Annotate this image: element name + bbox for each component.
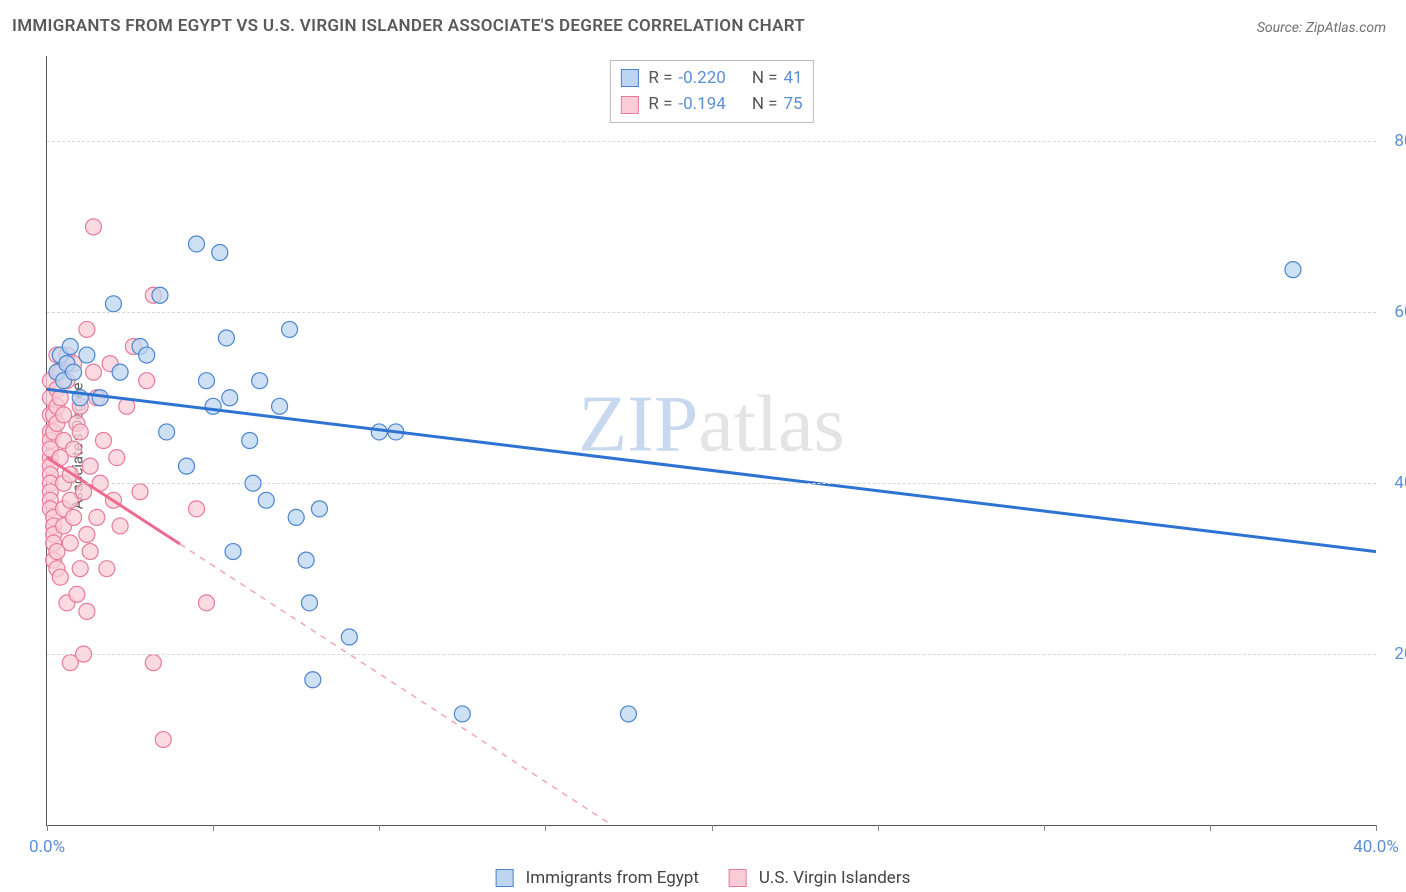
x-tick-label: 0.0% [29,837,65,857]
scatter-point [189,501,205,517]
chart-title: IMMIGRANTS FROM EGYPT VS U.S. VIRGIN ISL… [12,16,805,36]
regression-line-extrapolated [180,544,612,825]
gridline [47,312,1376,313]
scatter-point [205,398,221,414]
scatter-point [82,544,98,560]
scatter-point [66,509,82,525]
scatter-point [298,552,314,568]
scatter-point [189,236,205,252]
x-tick [379,825,380,831]
correlation-chart: IMMIGRANTS FROM EGYPT VS U.S. VIRGIN ISL… [0,0,1406,892]
scatter-point [179,458,195,474]
x-tick [1210,825,1211,831]
gridline [47,483,1376,484]
gridline [47,654,1376,655]
scatter-point [86,219,102,235]
scatter-point [52,569,68,585]
scatter-point [62,339,78,355]
scatter-point [139,373,155,389]
legend-swatch-1 [729,869,747,887]
scatter-point [145,655,161,671]
legend-item-0: Immigrants from Egypt [496,868,699,888]
scatter-point [311,501,327,517]
regression-line [47,389,1376,551]
x-tick-label: 40.0% [1353,837,1399,857]
x-tick [1044,825,1045,831]
plot-area: ZIPatlas R = -0.220 N = 41 R = -0.194 N … [46,56,1376,826]
scatter-point [69,586,85,602]
x-tick [878,825,879,831]
scatter-point [198,595,214,611]
scatter-point [620,706,636,722]
scatter-point [95,433,111,449]
scatter-point [218,330,234,346]
scatter-point [288,509,304,525]
scatter-point [105,296,121,312]
scatter-point [258,492,274,508]
y-tick-label: 60.0% [1380,302,1406,322]
scatter-point [62,535,78,551]
scatter-point [198,373,214,389]
x-tick [47,825,48,831]
x-tick [545,825,546,831]
y-tick-label: 40.0% [1380,473,1406,493]
scatter-point [1285,262,1301,278]
gridline [47,141,1376,142]
scatter-point [72,424,88,440]
scatter-point [159,424,175,440]
scatter-point [305,672,321,688]
scatter-point [66,364,82,380]
scatter-point [242,433,258,449]
scatter-point [301,595,317,611]
scatter-point [454,706,470,722]
x-tick [213,825,214,831]
scatter-point [112,518,128,534]
scatter-point [112,364,128,380]
chart-source: Source: ZipAtlas.com [1257,20,1386,36]
legend-label-1: U.S. Virgin Islanders [759,868,910,888]
x-tick [712,825,713,831]
x-tick [1376,825,1377,831]
scatter-point [99,561,115,577]
scatter-point [72,561,88,577]
scatter-point [79,321,95,337]
scatter-point [86,364,102,380]
scatter-point [222,390,238,406]
scatter-point [212,245,228,261]
scatter-point [341,629,357,645]
scatter-point [79,347,95,363]
scatter-point [132,484,148,500]
legend-swatch-0 [496,869,514,887]
scatter-point [139,347,155,363]
scatter-point [272,398,288,414]
scatter-point [66,441,82,457]
scatter-point [152,287,168,303]
y-tick-label: 20.0% [1380,644,1406,664]
scatter-point [109,450,125,466]
plot-svg [47,56,1376,825]
scatter-point [155,732,171,748]
scatter-point [79,526,95,542]
scatter-point [79,603,95,619]
legend-label-0: Immigrants from Egypt [526,868,699,888]
scatter-point [89,509,105,525]
legend-series: Immigrants from Egypt U.S. Virgin Island… [496,868,911,888]
scatter-point [252,373,268,389]
scatter-point [82,458,98,474]
y-tick-label: 80.0% [1380,131,1406,151]
legend-item-1: U.S. Virgin Islanders [729,868,910,888]
scatter-point [225,544,241,560]
scatter-point [282,321,298,337]
